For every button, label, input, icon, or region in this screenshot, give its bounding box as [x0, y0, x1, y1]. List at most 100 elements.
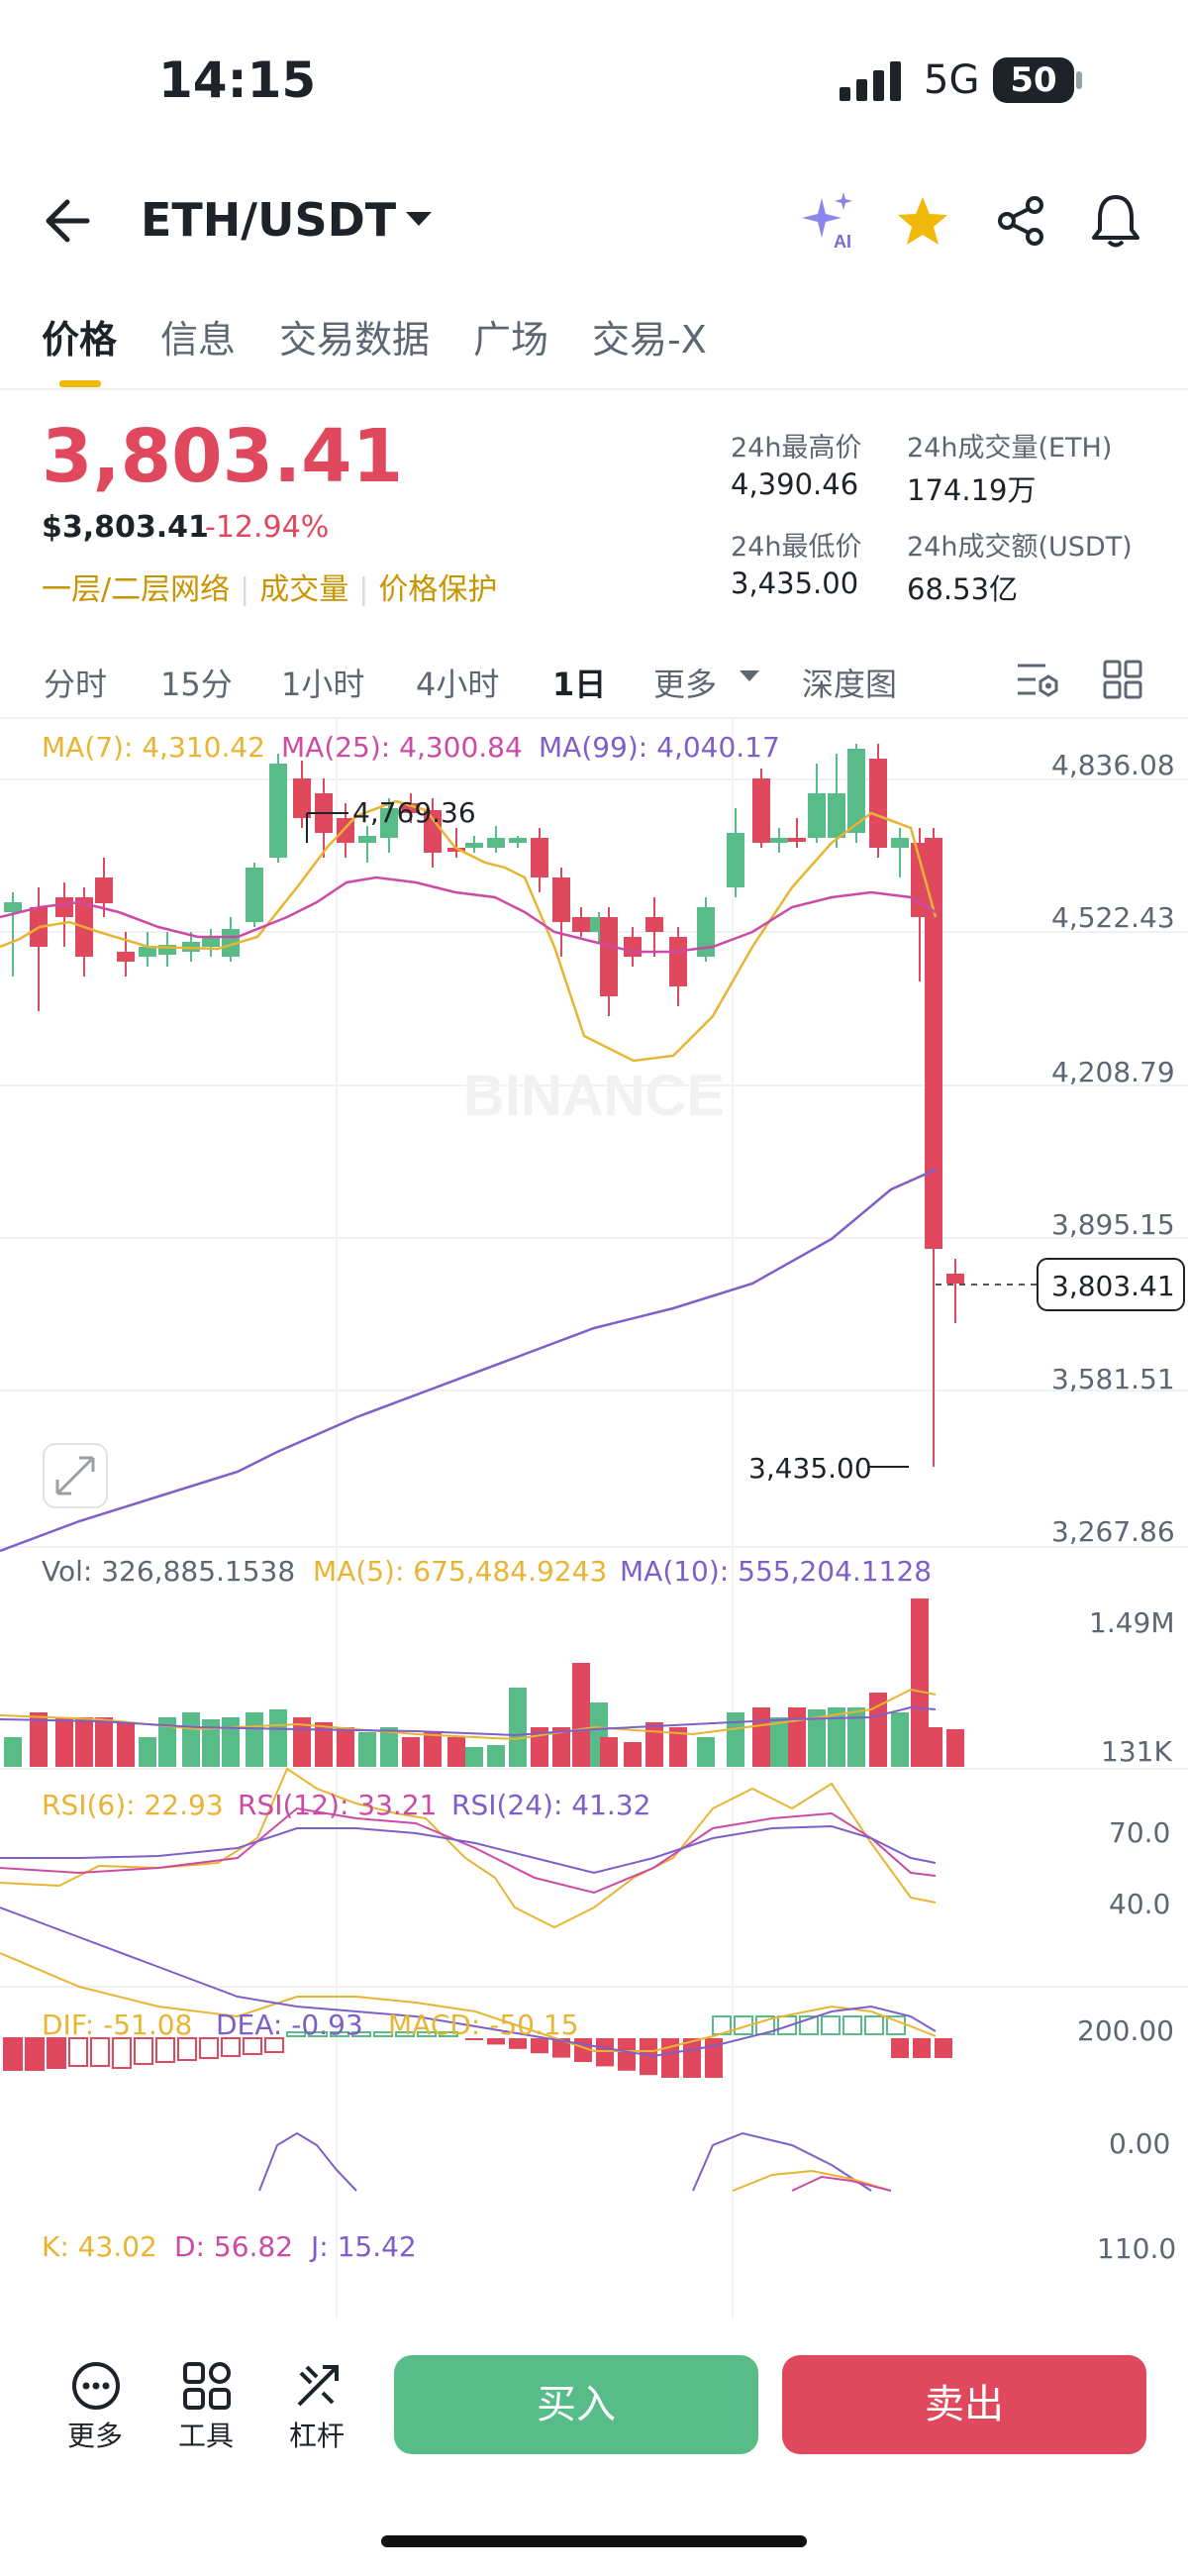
high-label: 24h最高价 — [731, 433, 862, 464]
macd-hist-bar — [3, 2037, 23, 2071]
buy-button[interactable]: 买入 — [394, 2355, 758, 2454]
intervals-divider — [0, 717, 1188, 719]
favorite-star-icon[interactable] — [895, 194, 950, 248]
macd-hist-bar — [683, 2038, 701, 2078]
volume-bar — [925, 1727, 942, 1767]
signal-icon — [840, 61, 901, 101]
vol-eth-label: 24h成交量(ETH) — [907, 433, 1113, 464]
vol-usdt-label: 24h成交额(USDT) — [907, 532, 1133, 563]
notification-bell-icon[interactable] — [1089, 192, 1142, 250]
candle-body — [572, 917, 590, 932]
leverage-icon[interactable] — [293, 2361, 343, 2411]
macd-hist-bar — [935, 2038, 952, 2058]
low-value: 3,435.00 — [731, 567, 859, 600]
candle-body — [925, 838, 942, 1249]
candle-body — [269, 764, 287, 858]
current-price-tag-box — [1037, 1258, 1185, 1311]
rsi24-line — [0, 1824, 937, 1875]
link-l1-l2[interactable]: 一层/二层网络 — [42, 572, 231, 607]
volume-bar — [465, 1747, 483, 1767]
macd-hist-bar — [330, 2031, 349, 2037]
macd-hist-bar — [864, 2015, 884, 2035]
back-arrow-icon[interactable] — [44, 198, 93, 244]
volume-bar — [75, 1717, 93, 1767]
link-price-protection[interactable]: 价格保护 — [378, 572, 498, 607]
kdj-line — [258, 2131, 357, 2192]
volume-bar — [572, 1663, 590, 1767]
interval-depth[interactable]: 深度图 — [802, 666, 898, 703]
tools-icon[interactable] — [182, 2361, 232, 2411]
pair-dropdown-icon[interactable] — [404, 210, 434, 230]
tab-trade-x[interactable]: 交易-X — [592, 318, 707, 361]
pair-title[interactable]: ETH/USDT — [141, 193, 397, 247]
tab-trading-data[interactable]: 交易数据 — [279, 318, 431, 361]
last-price: 3,803.41 — [42, 414, 404, 499]
more-dropdown-icon[interactable] — [739, 670, 760, 683]
d-legend: D: 56.82 — [174, 2230, 294, 2263]
ma25-line — [0, 876, 937, 954]
volume-bar — [447, 1737, 465, 1767]
vol-eth-value: 174.19万 — [907, 473, 1037, 507]
ma99-line — [0, 1168, 937, 1553]
interval-1d[interactable]: 1日 — [552, 666, 607, 703]
macd-hist-bar — [465, 2038, 483, 2040]
volume-bar — [624, 1742, 642, 1767]
volume-bar — [202, 1719, 220, 1767]
candle-body — [697, 907, 715, 957]
status-time: 14:15 — [158, 52, 317, 109]
link-volume[interactable]: 成交量 — [259, 572, 349, 607]
more-icon[interactable] — [71, 2361, 121, 2411]
macd-hist-bar — [286, 2031, 306, 2037]
volume-bar — [752, 1707, 770, 1767]
candle-body — [246, 868, 263, 922]
vol-ma5-legend: MA(5): 675,484.9243 — [313, 1555, 608, 1588]
macd-hist-bar — [487, 2038, 505, 2045]
macd-axis-label: 200.00 — [1077, 2014, 1174, 2047]
macd-hist-bar — [243, 2037, 262, 2055]
tools-label[interactable]: 工具 — [178, 2420, 235, 2452]
sell-button[interactable]: 卖出 — [782, 2355, 1146, 2454]
layout-grid-icon[interactable] — [1103, 660, 1142, 699]
macd-hist-bar — [25, 2037, 45, 2071]
indicator-settings-icon[interactable] — [1016, 660, 1059, 699]
active-tab-indicator — [59, 380, 101, 387]
interval-1h[interactable]: 1小时 — [281, 666, 365, 703]
tag-links: 一层/二层网络 | 成交量 | 价格保护 — [42, 572, 498, 607]
interval-4h[interactable]: 4小时 — [416, 666, 500, 703]
network-label: 5G — [924, 57, 980, 103]
macd-hist-bar — [640, 2038, 657, 2076]
dea-line — [0, 1906, 937, 2058]
macd-hist-bar — [417, 2031, 437, 2037]
candles-group — [4, 744, 964, 1467]
tab-square[interactable]: 广场 — [473, 318, 549, 361]
interval-more[interactable]: 更多 — [653, 666, 718, 703]
volume-bar — [788, 1707, 806, 1767]
candle-body — [95, 877, 113, 903]
volume-bar — [4, 1737, 22, 1767]
volume-bar — [669, 1727, 687, 1767]
tab-price[interactable]: 价格 — [42, 318, 118, 361]
leverage-label[interactable]: 杠杆 — [289, 2420, 346, 2452]
macd-hist-bar — [373, 2031, 393, 2037]
ai-sparkle-icon[interactable]: AI — [798, 190, 859, 252]
more-label[interactable]: 更多 — [67, 2420, 124, 2452]
macd-hist-bar — [705, 2038, 723, 2078]
candlestick-chart[interactable]: BINANCE — [0, 719, 1188, 2318]
volume-bar — [600, 1737, 618, 1767]
share-icon[interactable] — [995, 195, 1046, 247]
rsi-axis-label: 40.0 — [1109, 1888, 1171, 1920]
interval-15m[interactable]: 15分 — [160, 666, 233, 703]
kdj-axis-label: 110.0 — [1097, 2232, 1177, 2265]
tab-info[interactable]: 信息 — [160, 318, 237, 361]
volume-bar — [337, 1727, 354, 1767]
volume-bar — [509, 1688, 527, 1767]
volume-bar — [911, 1598, 929, 1767]
candle-body — [891, 838, 909, 848]
volume-bar — [269, 1709, 287, 1767]
macd-hist-bar — [308, 2031, 328, 2037]
macd-hist-bar — [509, 2038, 527, 2049]
interval-time[interactable]: 分时 — [44, 666, 108, 703]
dif-line — [0, 1952, 937, 2052]
candle-body — [669, 937, 687, 986]
volume-bar — [645, 1722, 663, 1767]
